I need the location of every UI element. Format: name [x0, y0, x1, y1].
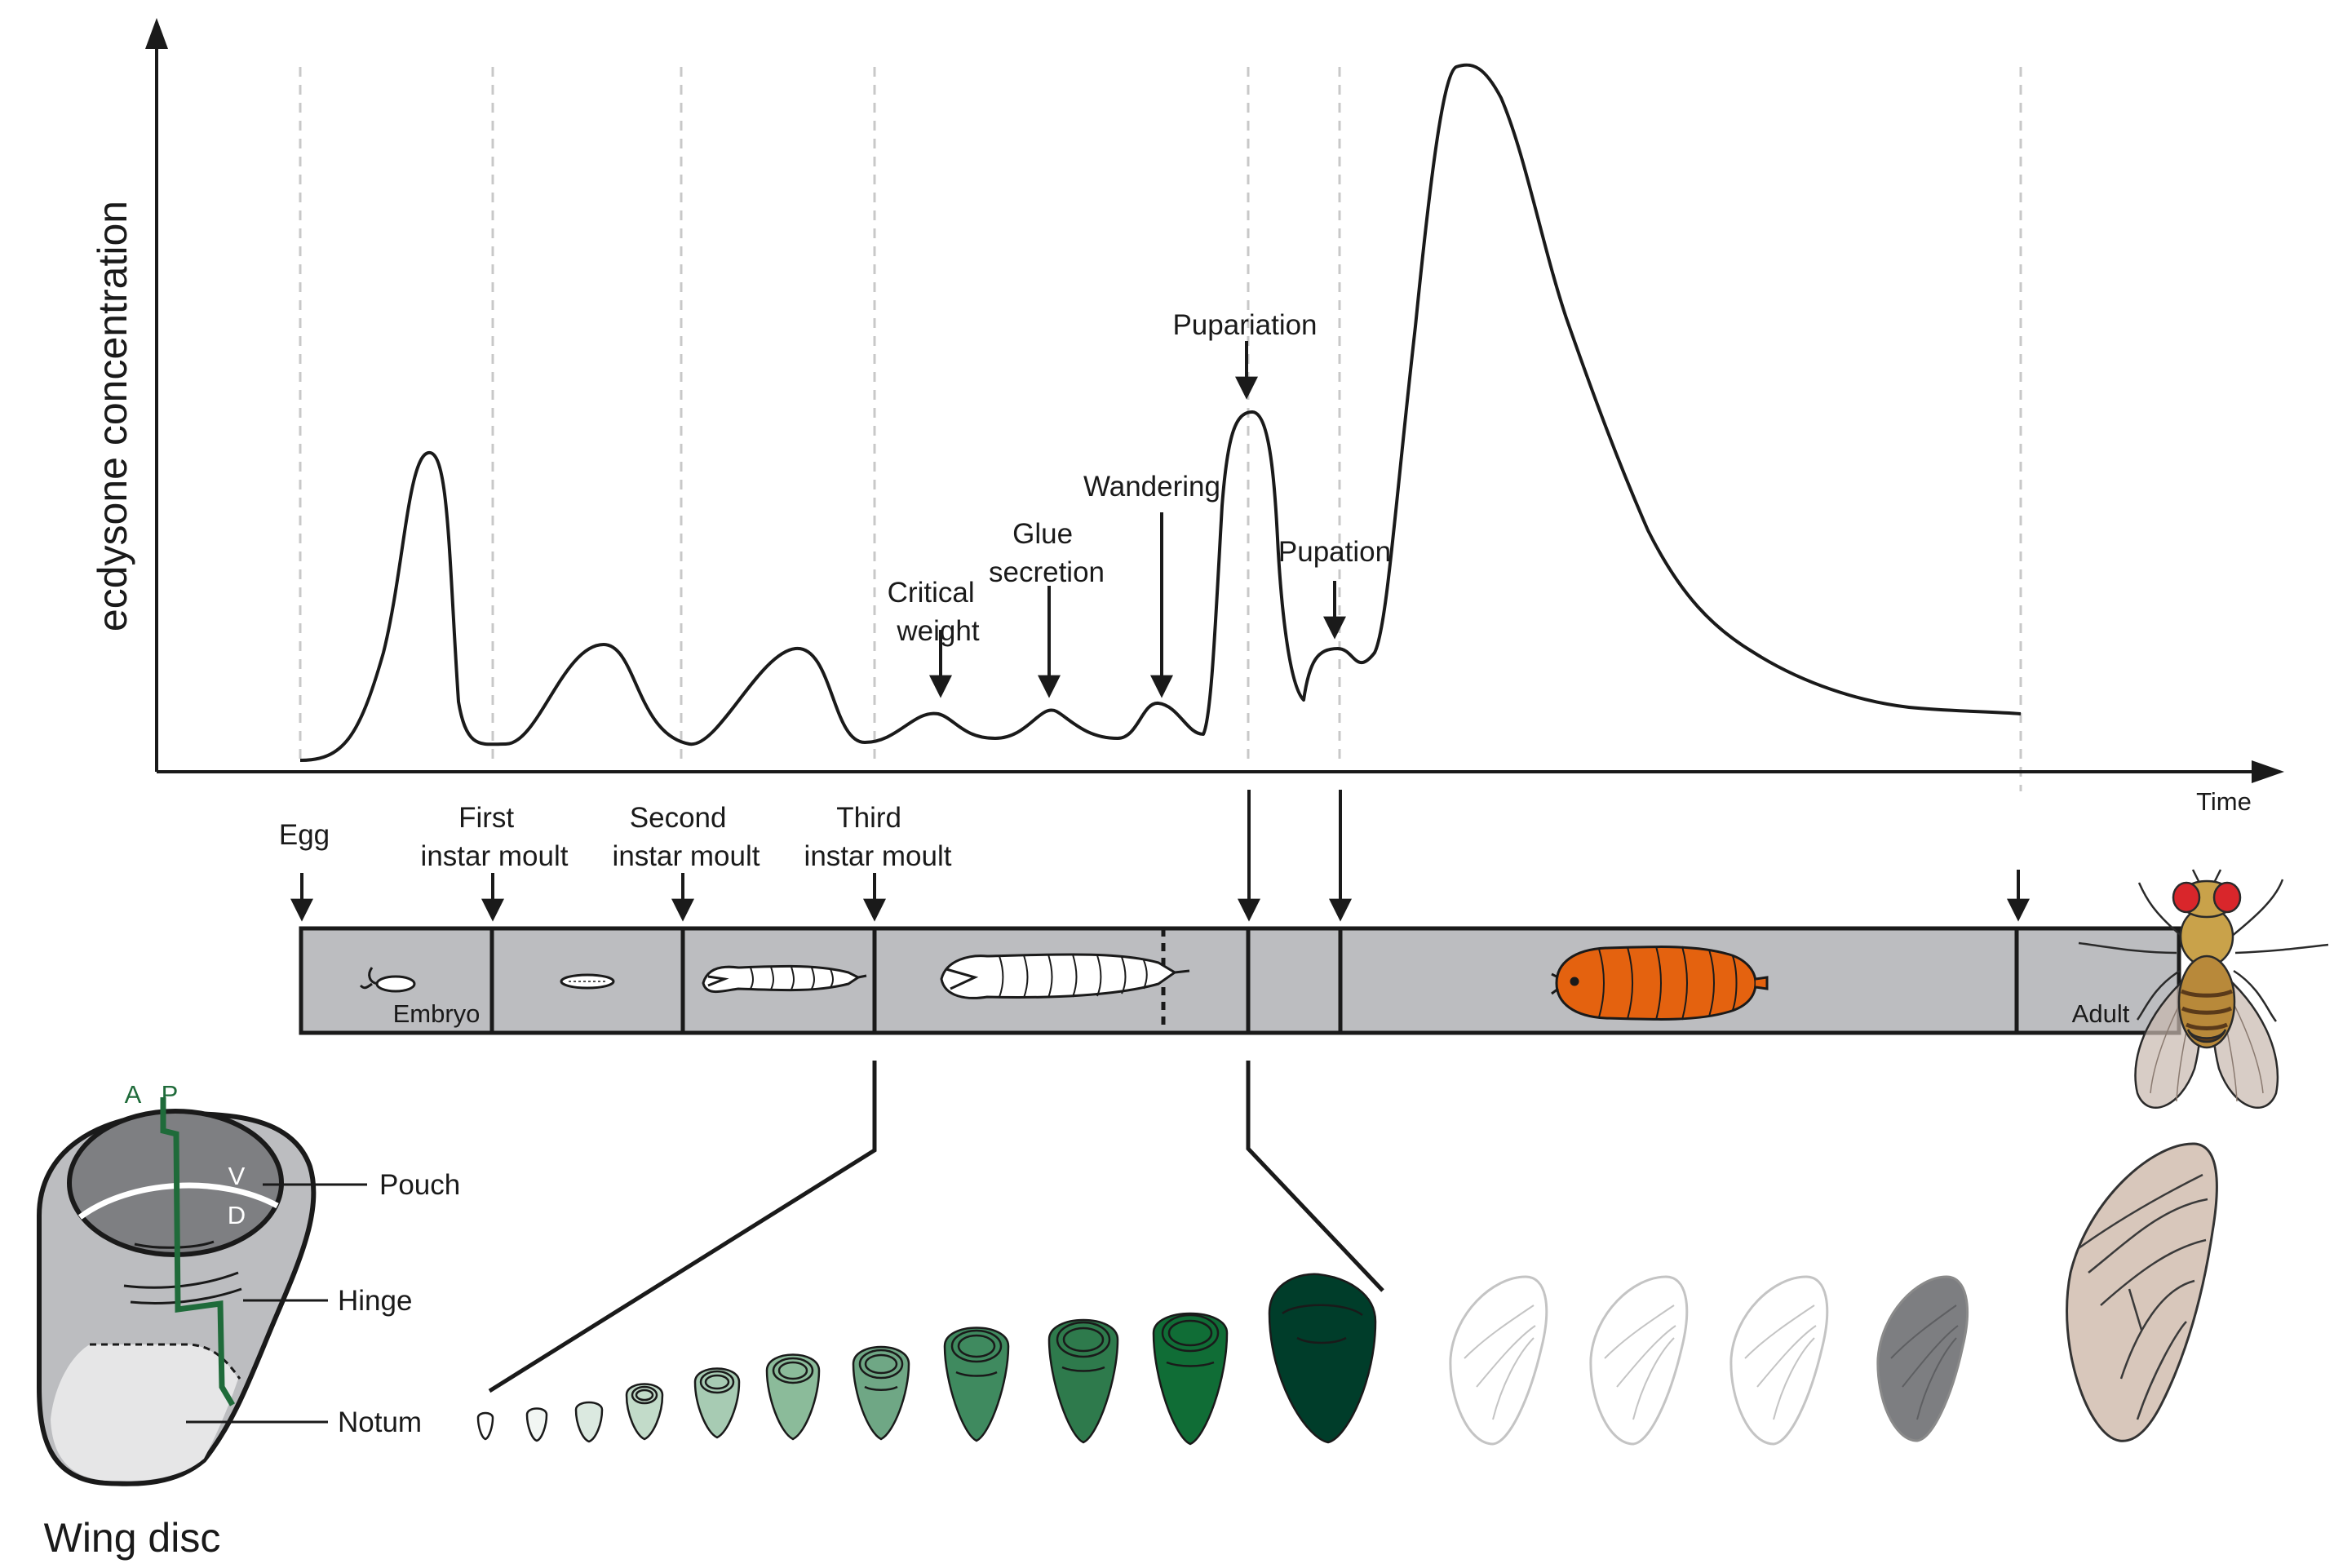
adult-wing-illustration [2066, 1142, 2218, 1442]
pupal-wing-series [1449, 1275, 1969, 1446]
ventral-label: V [228, 1162, 246, 1190]
pupa-illustration [1551, 945, 1769, 1021]
development-timeline-bar: Embryo Adult [299, 926, 2181, 1035]
second-moult-label: Second instar moult [613, 802, 760, 872]
event-arrows [929, 341, 1346, 698]
wing-disc-leader-lines [186, 1183, 367, 1424]
ecdysone-chart: ecdysone concentration Time Critical wei… [90, 18, 2284, 816]
dorsal-label: D [228, 1201, 246, 1229]
pupation-label: Pupation [1278, 536, 1391, 568]
stage-arrows [290, 790, 2030, 922]
hinge-label: Hinge [338, 1285, 412, 1317]
wing-disc-title: Wing disc [44, 1515, 221, 1561]
critical-weight-label: Critical weight [888, 577, 983, 647]
wing-disc-growth-series [476, 1273, 1377, 1446]
second-instar-larva-illustration [702, 964, 867, 994]
embryo-illustration [359, 967, 416, 993]
glue-secretion-label: Glue secretion [989, 518, 1105, 588]
pouch-label: Pouch [379, 1169, 460, 1201]
notum-label: Notum [338, 1406, 422, 1438]
adult-label: Adult [2072, 999, 2130, 1028]
y-axis-label: ecdysone concentration [90, 201, 135, 631]
first-moult-label: First instar moult [421, 802, 569, 872]
wandering-label: Wandering [1083, 471, 1220, 503]
x-axis-label: Time [2196, 787, 2252, 816]
third-instar-larva-illustration [940, 953, 1190, 999]
stage-labels: Egg First instar moult Second instar mou… [279, 802, 952, 872]
third-moult-label: Third instar moult [804, 802, 952, 872]
embryo-label: Embryo [393, 999, 481, 1028]
notum-region [51, 1344, 238, 1482]
zoom-lines [488, 1061, 1384, 1393]
egg-label: Egg [279, 819, 330, 851]
first-instar-larva-illustration [560, 973, 615, 990]
anterior-label: A [125, 1080, 142, 1109]
pupariation-label: Pupariation [1172, 309, 1317, 341]
posterior-label: P [162, 1080, 179, 1109]
ecdysone-curve [299, 63, 2022, 762]
stage-guides [299, 67, 2022, 791]
wing-disc-diagram: A P V D Pouch Hinge Notum Wing disc [36, 1080, 460, 1561]
ap-boundary [160, 1097, 236, 1406]
adult-fly-illustration [2078, 869, 2329, 1109]
